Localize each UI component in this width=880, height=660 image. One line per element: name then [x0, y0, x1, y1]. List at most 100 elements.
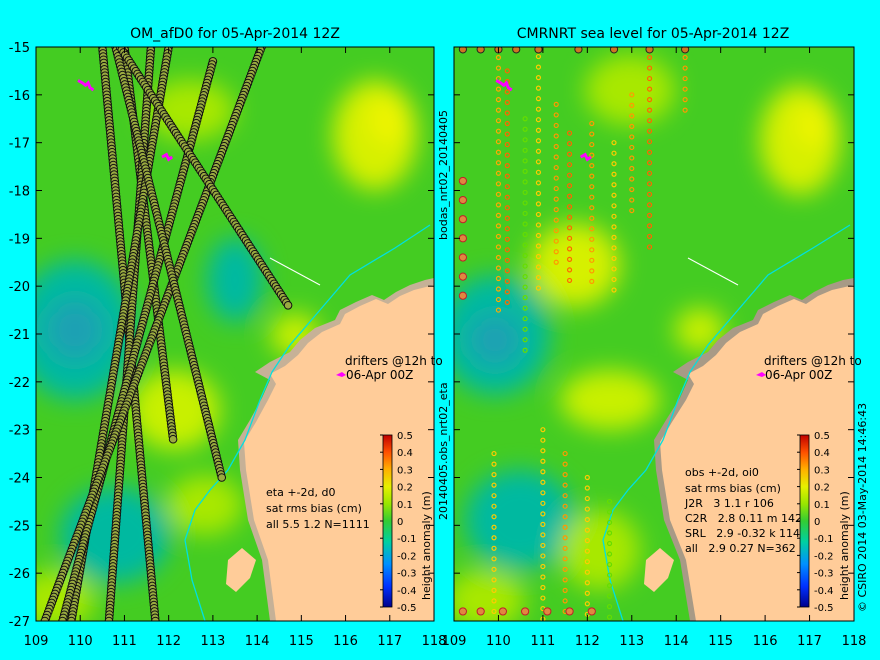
right-panel-title: CMRNRT sea level for 05-Apr-2014 12Z — [517, 26, 790, 42]
obs-marker-large — [476, 47, 485, 54]
obs-marker — [589, 257, 595, 263]
obs-marker — [584, 559, 590, 565]
obs-marker — [504, 226, 510, 232]
obs-marker — [535, 285, 542, 291]
x-tick-label: 109 — [442, 634, 467, 649]
obs-marker — [606, 583, 613, 589]
obs-marker — [553, 143, 559, 150]
obs-marker — [646, 212, 653, 218]
obs-marker — [646, 75, 653, 82]
obs-marker — [606, 530, 613, 536]
obs-marker — [682, 107, 688, 113]
obs-marker — [491, 598, 497, 604]
obs-marker — [522, 116, 528, 122]
obs-marker — [629, 197, 635, 203]
obs-marker-large — [512, 47, 521, 54]
obs-marker — [535, 190, 542, 196]
right-drifters-note-line-1: drifters @12h to — [764, 354, 862, 368]
obs-marker — [535, 117, 542, 123]
obs-marker — [611, 192, 617, 198]
obs-marker — [611, 140, 617, 146]
x-tick-label: 116 — [753, 634, 778, 649]
obs-marker — [606, 509, 613, 515]
obs-marker — [535, 106, 542, 112]
x-tick-label: 118 — [842, 634, 867, 649]
obs-marker — [584, 527, 590, 533]
obs-marker — [646, 107, 653, 113]
obs-marker — [611, 287, 617, 293]
obs-marker — [562, 524, 568, 530]
colorbar-tick-label: -0.3 — [397, 569, 417, 580]
obs-marker — [504, 141, 510, 148]
right-stats-line-3: J2R 3 1.1 r 106 — [684, 497, 774, 510]
track-marker — [217, 473, 227, 482]
satellite-track-markers — [40, 47, 293, 621]
obs-marker-large — [543, 607, 552, 616]
obs-marker — [540, 437, 546, 443]
obs-marker — [504, 236, 510, 242]
obs-marker-large — [458, 291, 467, 300]
obs-marker — [606, 519, 613, 526]
obs-marker — [522, 326, 528, 332]
colorbar-tick-label: -0.2 — [814, 551, 834, 562]
obs-marker — [611, 255, 617, 262]
left-drifters-note-line-1: drifters @12h to — [345, 354, 443, 368]
obs-marker — [553, 196, 559, 202]
x-tick-label: 117 — [377, 634, 402, 649]
obs-marker — [553, 101, 559, 108]
obs-marker — [566, 225, 573, 231]
obs-marker — [553, 207, 559, 213]
obs-marker — [553, 228, 559, 234]
obs-marker — [535, 85, 542, 91]
obs-marker — [629, 134, 635, 140]
obs-marker — [553, 164, 559, 171]
x-tick-label: 111 — [530, 634, 555, 649]
obs-marker — [562, 482, 568, 488]
obs-marker — [495, 54, 502, 61]
obs-marker — [589, 152, 595, 158]
right-map-panel: CMRNRT sea level for 05-Apr-2014 12Z — [442, 26, 867, 649]
colorbar-tick-label: 0.5 — [397, 431, 413, 442]
obs-marker — [606, 551, 613, 557]
obs-marker — [535, 53, 542, 60]
obs-marker — [522, 284, 528, 290]
x-tick-label: 113 — [200, 634, 225, 649]
left-y-axis: -15 -16 -17 -18 -19 -20 -21 -22 -23 -24 -25 -26 -27 — [9, 41, 434, 630]
track-marker — [283, 301, 293, 310]
colorbar-tick-label: -0.1 — [397, 534, 417, 545]
y-tick-label: -24 — [9, 472, 30, 487]
obs-marker — [562, 535, 568, 541]
copyright-credit: © CSIRO 2014 03-May-2014 14:46:43 — [856, 403, 869, 612]
obs-marker — [584, 474, 590, 481]
x-tick-label: 112 — [156, 634, 181, 649]
obs-marker-large — [498, 607, 507, 616]
obs-marker — [535, 232, 542, 239]
x-tick-label: 114 — [664, 634, 689, 649]
obs-marker-large — [458, 176, 467, 186]
obs-marker — [535, 201, 542, 207]
obs-marker — [566, 162, 573, 168]
obs-marker — [504, 152, 510, 158]
obs-marker — [535, 253, 542, 260]
right-colorbar: 0.5 0.4 0.3 0.2 0.1 0 -0.1 -0.2 -0.3 -0.4 -0.5 — [797, 431, 834, 614]
obs-marker — [535, 222, 542, 228]
obs-marker — [495, 202, 502, 208]
y-tick-label: -20 — [9, 280, 30, 295]
colorbar-tick-label: 0.2 — [397, 483, 413, 494]
obs-marker — [611, 224, 617, 230]
obs-marker — [629, 102, 635, 108]
obs-marker — [566, 130, 573, 136]
obs-marker — [535, 138, 542, 144]
track-marker — [58, 616, 67, 621]
obs-marker — [589, 205, 595, 211]
obs-marker — [495, 254, 502, 261]
obs-marker — [589, 215, 595, 221]
obs-marker — [522, 252, 528, 259]
obs-marker — [504, 173, 510, 179]
obs-marker — [589, 173, 595, 179]
obs-marker — [491, 514, 497, 520]
obs-marker — [540, 427, 546, 433]
obs-marker — [522, 221, 528, 227]
colorbar-tick-label: -0.2 — [397, 551, 417, 562]
obs-marker — [584, 538, 590, 544]
